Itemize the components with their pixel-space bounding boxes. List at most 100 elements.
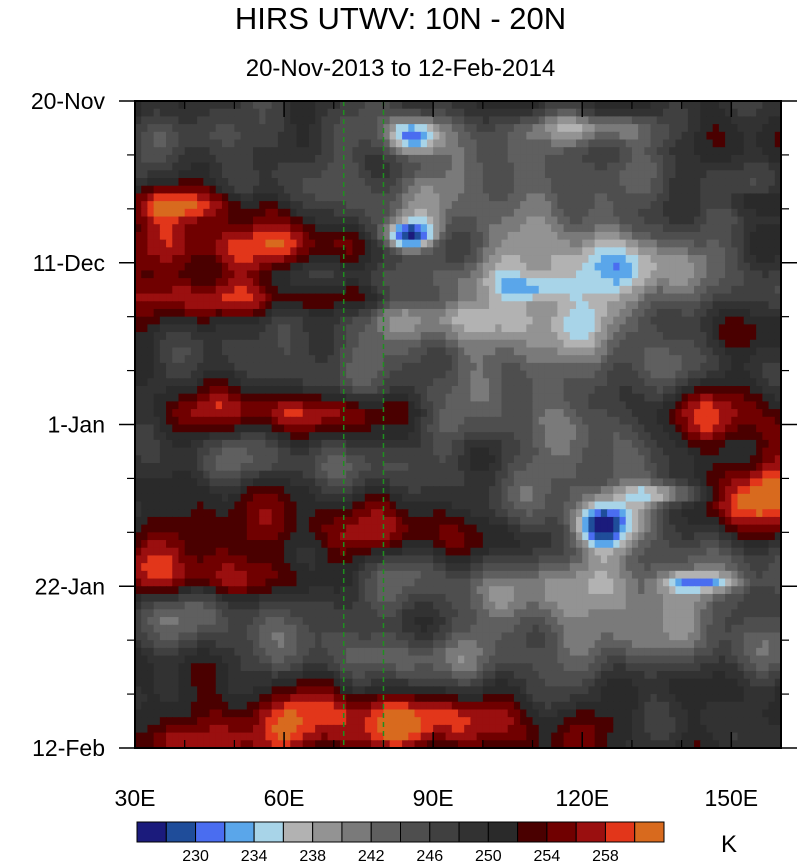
field-cell (638, 186, 645, 194)
field-cell (533, 217, 540, 225)
field-cell (446, 340, 453, 348)
field-cell (135, 340, 142, 348)
field-cell (632, 463, 639, 471)
field-cell (731, 232, 738, 240)
field-cell (147, 101, 154, 109)
field-cell (669, 232, 676, 240)
field-cell (595, 147, 602, 155)
field-cell (334, 394, 341, 402)
field-cell (632, 255, 639, 263)
field-cell (371, 440, 378, 448)
field-cell (402, 463, 409, 471)
field-cell (477, 425, 484, 433)
field-cell (147, 409, 154, 417)
field-cell (191, 124, 198, 132)
field-cell (545, 193, 552, 201)
field-cell (545, 209, 552, 217)
field-cell (352, 409, 359, 417)
field-cell (359, 132, 366, 140)
field-cell (644, 155, 651, 163)
field-cell (713, 240, 720, 248)
field-cell (396, 317, 403, 325)
field-cell (328, 232, 335, 240)
field-cell (284, 140, 291, 148)
field-cell (427, 317, 434, 325)
field-cell (203, 463, 210, 471)
field-cell (303, 232, 310, 240)
field-cell (160, 463, 167, 471)
field-cell (433, 347, 440, 355)
field-cell (427, 116, 434, 124)
field-cell (315, 155, 322, 163)
field-cell (315, 301, 322, 309)
field-cell (762, 147, 769, 155)
field-cell (154, 332, 161, 340)
field-cell (669, 286, 676, 294)
field-cell (551, 394, 558, 402)
field-cell (644, 170, 651, 178)
field-cell (166, 417, 173, 425)
field-cell (706, 301, 713, 309)
field-cell (402, 155, 409, 163)
field-cell (688, 178, 695, 186)
field-cell (402, 394, 409, 402)
field-cell (160, 101, 167, 109)
field-cell (576, 263, 583, 271)
field-cell (464, 116, 471, 124)
field-cell (346, 232, 353, 240)
field-cell (446, 386, 453, 394)
field-cell (495, 401, 502, 409)
field-cell (439, 386, 446, 394)
field-cell (675, 240, 682, 248)
field-cell (365, 425, 372, 433)
field-cell (470, 101, 477, 109)
field-cell (694, 217, 701, 225)
field-cell (352, 371, 359, 379)
field-cell (234, 255, 241, 263)
field-cell (197, 378, 204, 386)
field-cell (216, 132, 223, 140)
field-cell (533, 301, 540, 309)
field-cell (533, 340, 540, 348)
field-cell (539, 301, 546, 309)
field-cell (501, 425, 508, 433)
field-cell (371, 186, 378, 194)
field-cell (359, 317, 366, 325)
field-cell (694, 378, 701, 386)
field-cell (582, 217, 589, 225)
field-cell (284, 178, 291, 186)
field-cell (601, 232, 608, 240)
field-cell (738, 401, 745, 409)
field-cell (371, 147, 378, 155)
field-cell (303, 263, 310, 271)
field-cell (601, 432, 608, 440)
field-cell (135, 224, 142, 232)
field-cell (719, 278, 726, 286)
field-cell (744, 386, 751, 394)
field-cell (452, 116, 459, 124)
field-cell (222, 116, 229, 124)
field-cell (557, 163, 564, 171)
field-cell (750, 101, 757, 109)
field-cell (508, 394, 515, 402)
field-cell (725, 263, 732, 271)
field-cell (191, 224, 198, 232)
field-cell (172, 278, 179, 286)
field-cell (551, 401, 558, 409)
field-cell (259, 401, 266, 409)
field-cell (297, 193, 304, 201)
field-cell (694, 170, 701, 178)
field-cell (222, 186, 229, 194)
field-cell (545, 448, 552, 456)
field-cell (620, 232, 627, 240)
field-cell (564, 301, 571, 309)
field-cell (290, 401, 297, 409)
field-cell (284, 309, 291, 317)
field-cell (278, 448, 285, 456)
field-cell (508, 463, 515, 471)
field-cell (744, 394, 751, 402)
field-cell (744, 270, 751, 278)
field-cell (396, 209, 403, 217)
field-cell (601, 155, 608, 163)
field-cell (725, 448, 732, 456)
